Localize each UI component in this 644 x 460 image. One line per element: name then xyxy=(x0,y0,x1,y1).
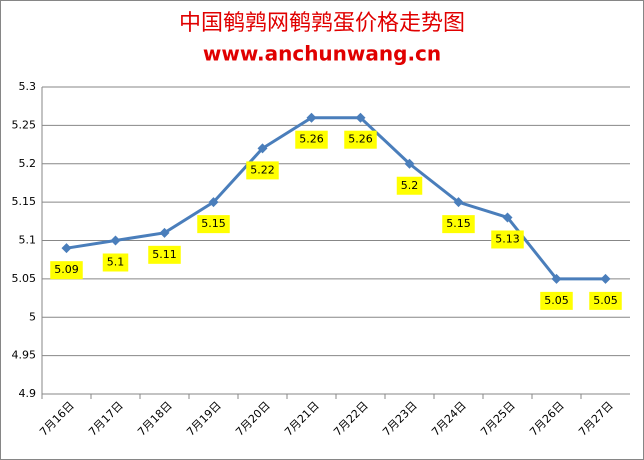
data-label-bg xyxy=(540,291,573,310)
data-label: 5.09 xyxy=(54,263,79,276)
data-label: 5.15 xyxy=(201,217,226,230)
chart-subtitle: www.anchunwang.cn xyxy=(203,42,441,66)
y-tick-label: 5.3 xyxy=(19,80,37,93)
marker xyxy=(306,112,317,123)
data-label: 5.05 xyxy=(544,294,569,307)
data-label-bg xyxy=(491,230,524,249)
data-label: 5.11 xyxy=(152,248,177,261)
data-label: 5.05 xyxy=(593,294,618,307)
data-label: 5.15 xyxy=(446,217,471,230)
line xyxy=(66,116,606,281)
y-tick-label: 4.9 xyxy=(19,387,37,400)
y-tick-label: 4.95 xyxy=(12,349,37,362)
marker xyxy=(355,112,366,123)
y-tick-label: 5.1 xyxy=(19,234,37,247)
chart-title: 中国鹌鹑网鹌鹑蛋价格走势图 xyxy=(179,11,465,36)
data-label-bg xyxy=(102,253,129,272)
data-label-bg xyxy=(148,245,181,264)
data-label-bg xyxy=(197,215,230,234)
data-label-bg xyxy=(442,215,475,234)
marker xyxy=(404,158,415,169)
data-label: 5.22 xyxy=(250,163,275,176)
data-label-bg xyxy=(396,176,423,195)
marker xyxy=(551,273,562,284)
marker xyxy=(453,197,464,208)
data-label: 5.26 xyxy=(299,133,324,146)
y-tick-label: 5.05 xyxy=(12,272,37,285)
data-label: 5.13 xyxy=(495,232,520,245)
data-label-bg xyxy=(589,291,622,310)
data-label-bg xyxy=(295,130,328,149)
data-label-bg xyxy=(344,130,377,149)
marker xyxy=(159,227,170,238)
data-label-bg xyxy=(246,161,279,180)
data-label: 5.1 xyxy=(107,256,125,269)
y-tick-label: 5 xyxy=(29,310,36,323)
y-tick-label: 5.2 xyxy=(19,157,37,170)
y-tick-label: 5.25 xyxy=(12,118,37,131)
data-label: 5.2 xyxy=(401,179,419,192)
data-label: 5.26 xyxy=(348,133,373,146)
marker xyxy=(600,273,611,284)
y-tick-label: 5.15 xyxy=(12,195,37,208)
marker xyxy=(110,235,121,246)
marker xyxy=(208,197,219,208)
marker xyxy=(257,143,268,154)
marker xyxy=(502,212,513,223)
data-label-bg xyxy=(50,261,83,280)
marker xyxy=(61,243,72,254)
